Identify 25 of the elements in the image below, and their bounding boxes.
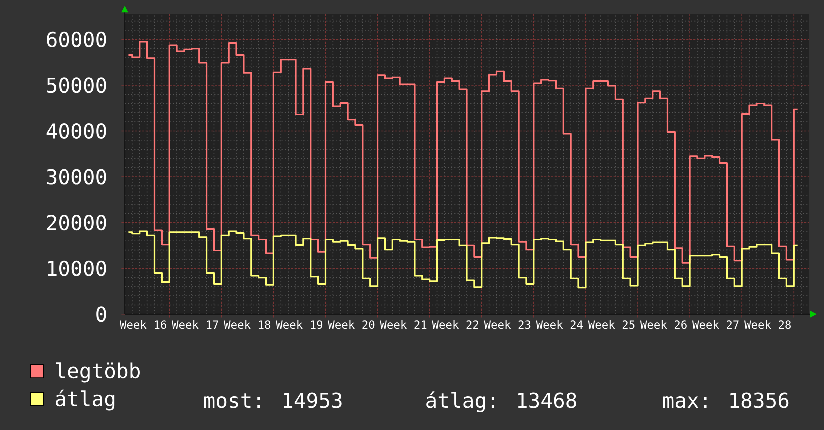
x-tick-label: Week 25: [588, 320, 635, 330]
x-tick-label: Week 19: [276, 320, 323, 330]
x-tick-label: Week 24: [536, 320, 583, 330]
x-tick-label: Week 16: [120, 320, 166, 330]
y-tick-label: 40000: [46, 123, 106, 139]
x-tick-label: Week 28: [744, 320, 791, 330]
text: most: 14953: [204, 392, 342, 408]
y-tick-label: 50000: [47, 78, 106, 94]
y-tick-label: 0: [96, 306, 106, 322]
legend-label: átlag: [56, 390, 115, 411]
x-tick-label: Week 18: [224, 320, 271, 330]
y-tick-label: 30000: [47, 169, 106, 185]
x-tick-label: Week 21: [380, 320, 427, 330]
y-tick-label: 60000: [47, 32, 106, 48]
x-tick-label: Week 20: [328, 320, 375, 330]
x-tick-label: Week 26: [640, 320, 687, 330]
y-tick-label: 20000: [47, 215, 106, 231]
x-tick-label: Week 17: [172, 320, 218, 330]
y-tick-label: 10000: [48, 260, 106, 276]
text: átlag: 13468: [426, 392, 576, 412]
x-tick-label: Week 27: [692, 320, 739, 330]
x-tick-label: Week 23: [484, 320, 531, 330]
text: max: 18356: [663, 392, 789, 408]
legend-label: legtöbb: [56, 362, 140, 383]
x-tick-label: Week 22: [432, 320, 478, 330]
